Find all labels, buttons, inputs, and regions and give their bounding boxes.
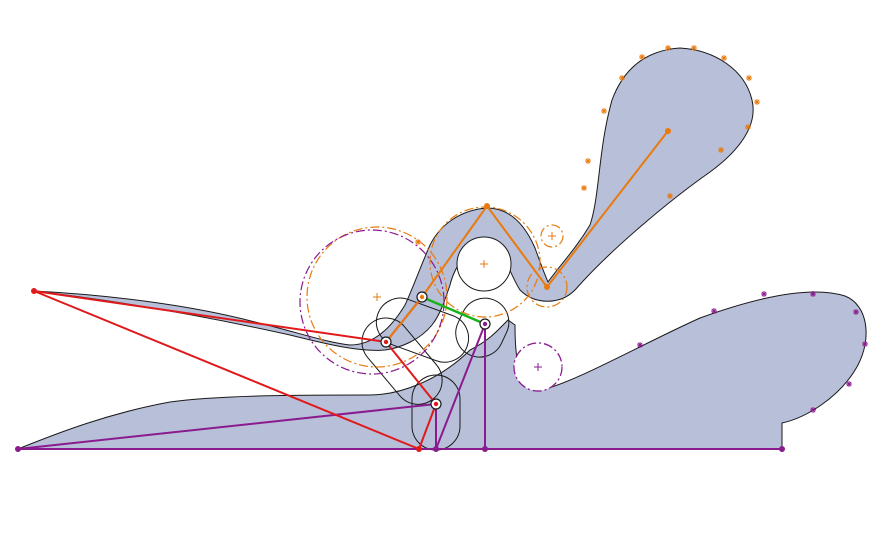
spline-control-marks <box>415 45 868 413</box>
upper-handle-body <box>33 47 754 351</box>
red-lower-link <box>418 403 437 450</box>
orange-circle-large <box>306 226 448 368</box>
joint-d[interactable] <box>430 398 442 410</box>
endpoint-dots <box>15 128 785 452</box>
red-top-edge <box>33 290 387 343</box>
spline-mark-19 <box>810 407 816 413</box>
spline-mark-16 <box>853 309 859 315</box>
spline-mark-7 <box>718 147 724 153</box>
purple-circle-large <box>299 229 445 375</box>
spline-mark-2 <box>691 45 697 51</box>
slot-link-upper <box>375 297 470 363</box>
slot-link-right <box>455 297 510 358</box>
spline-mark-17 <box>862 341 868 347</box>
purple-diagonal <box>17 403 437 450</box>
spline-mark-5 <box>754 99 760 105</box>
red-mid-link <box>385 341 437 405</box>
spline-mark-10 <box>581 185 587 191</box>
joint-b[interactable] <box>479 318 491 330</box>
center-marks <box>373 232 556 371</box>
orange-circle-mid <box>526 266 568 308</box>
spline-mark-13 <box>415 239 421 245</box>
spline-mark-12 <box>619 75 625 81</box>
spline-mark-14 <box>761 291 767 297</box>
spline-mark-9 <box>585 158 591 164</box>
slot-link-mid <box>361 317 443 405</box>
joints <box>380 291 491 410</box>
spline-mark-0 <box>639 54 645 60</box>
spline-mark-3 <box>721 55 727 61</box>
green-coupler-link <box>421 295 486 326</box>
spline-mark-6 <box>745 124 751 130</box>
spline-mark-11 <box>601 108 607 114</box>
red-diagonal <box>33 290 420 450</box>
orange-circle-small <box>540 224 564 248</box>
purple-rocker <box>435 323 486 450</box>
spline-mark-20 <box>711 308 717 314</box>
spline-mark-15 <box>810 291 816 297</box>
jaw-inner-circle-outline <box>513 342 563 392</box>
joint-c[interactable] <box>380 336 392 348</box>
spline-mark-8 <box>667 193 673 199</box>
joint-a[interactable] <box>416 291 428 303</box>
spline-mark-4 <box>746 75 752 81</box>
spline-mark-18 <box>846 381 852 387</box>
spline-mark-1 <box>665 45 671 51</box>
spline-mark-21 <box>637 342 643 348</box>
purple-links <box>17 323 783 450</box>
